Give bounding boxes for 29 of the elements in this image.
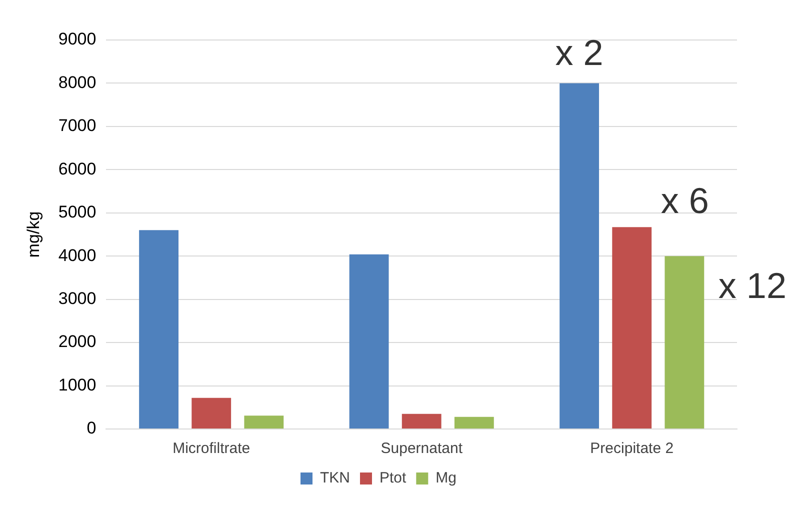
y-tick-label: 9000 — [58, 30, 96, 49]
bar — [192, 398, 232, 428]
y-tick-label: 7000 — [58, 116, 96, 136]
annotation: x 6 — [660, 180, 709, 222]
y-tick-label: 0 — [86, 418, 96, 438]
legend-label: Ptot — [379, 470, 408, 487]
bar — [402, 414, 442, 428]
bar — [244, 416, 284, 428]
x-tick-label: Microfiltrate — [172, 440, 250, 458]
annotation: x 12 — [718, 265, 786, 306]
y-tick-label: 8000 — [58, 72, 96, 92]
x-tick-label: Precipitate 2 — [590, 440, 674, 458]
bar — [349, 254, 389, 428]
x-tick-label: Supernatant — [380, 440, 464, 458]
y-tick-label: 1000 — [58, 375, 96, 394]
annotation: x 2 — [555, 32, 604, 74]
bar — [664, 256, 704, 428]
y-tick-label: 4000 — [58, 246, 96, 265]
y-tick-label: 5000 — [58, 202, 96, 222]
bar — [139, 230, 178, 428]
legend-label: Mg — [436, 470, 457, 487]
y-axis-title: mg/kg — [24, 211, 43, 258]
bar — [612, 227, 652, 428]
bar — [560, 83, 600, 428]
y-tick-label: 6000 — [58, 159, 96, 178]
bar — [454, 416, 494, 428]
y-tick-label: 2000 — [58, 332, 96, 352]
legend-label: TKN — [320, 470, 350, 487]
y-tick-label: 3000 — [58, 289, 96, 308]
